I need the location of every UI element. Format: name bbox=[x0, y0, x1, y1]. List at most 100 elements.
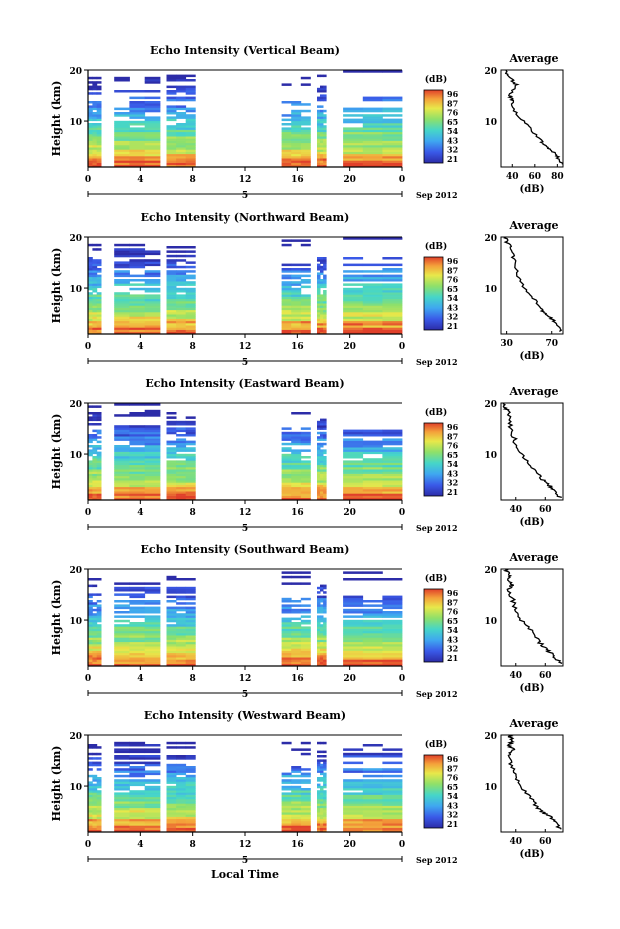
x-tick-label: 12 bbox=[239, 342, 252, 352]
heatmap-cell bbox=[323, 619, 327, 623]
heatmap-cell bbox=[323, 156, 327, 159]
heatmap-cell bbox=[166, 156, 177, 159]
heatmap-cell bbox=[96, 648, 102, 651]
heatmap-cell bbox=[291, 810, 302, 813]
heatmap-cell bbox=[144, 467, 161, 470]
heatmap-cell bbox=[88, 650, 93, 654]
heatmap-cell bbox=[176, 158, 187, 161]
heatmap-cell bbox=[317, 327, 321, 330]
heatmap-cell bbox=[166, 151, 177, 155]
heatmap-cell bbox=[96, 829, 102, 833]
heatmap-cell bbox=[176, 606, 187, 610]
heatmap-cell bbox=[114, 307, 130, 311]
heatmap-cell bbox=[92, 482, 98, 485]
heatmap-cell bbox=[114, 160, 130, 163]
heatmap-cell bbox=[114, 112, 130, 115]
heatmap-cell bbox=[114, 164, 130, 168]
heatmap-cell bbox=[300, 442, 311, 446]
heatmap-cell bbox=[176, 160, 187, 163]
heatmap-cell bbox=[88, 615, 93, 618]
heatmap-cell bbox=[185, 803, 196, 806]
heatmap-cell bbox=[114, 162, 130, 166]
heatmap-cell bbox=[176, 652, 187, 656]
heatmap-cell bbox=[300, 285, 311, 289]
heatmap-cell bbox=[317, 442, 321, 446]
heatmap-cell bbox=[382, 816, 403, 820]
heatmap-cell bbox=[317, 162, 321, 166]
heatmap-cell bbox=[382, 145, 403, 148]
heatmap-cell bbox=[176, 823, 187, 826]
heatmap-cell bbox=[144, 105, 161, 108]
heatmap-cell bbox=[129, 783, 146, 787]
heatmap-cell bbox=[317, 597, 321, 601]
heatmap-cell bbox=[300, 140, 311, 144]
heatmap-cell bbox=[185, 462, 196, 466]
heatmap-cell bbox=[129, 821, 146, 824]
heatmap-cell bbox=[317, 451, 321, 455]
heatmap-cell bbox=[323, 480, 327, 483]
heatmap-cell bbox=[382, 70, 403, 73]
heatmap-cell bbox=[185, 440, 196, 444]
heatmap-cell bbox=[323, 639, 327, 643]
heatmap-cell bbox=[300, 805, 311, 809]
heatmap-cell bbox=[92, 801, 98, 804]
heatmap-cell bbox=[382, 761, 403, 765]
heatmap-cell bbox=[129, 298, 146, 302]
heatmap-cell bbox=[281, 285, 292, 289]
heatmap-cell bbox=[176, 595, 187, 599]
heatmap-cell bbox=[343, 637, 364, 640]
heatmap-cell bbox=[281, 495, 292, 499]
heatmap-cell bbox=[382, 158, 403, 161]
heatmap-cell bbox=[300, 427, 311, 430]
heatmap-cell bbox=[114, 788, 130, 791]
heatmap-cell bbox=[166, 781, 177, 784]
heatmap-cell bbox=[300, 825, 311, 828]
heatmap-cell bbox=[88, 85, 93, 89]
heatmap-cell bbox=[362, 127, 383, 130]
heatmap-cell bbox=[88, 595, 93, 599]
heatmap-cell bbox=[144, 659, 161, 662]
heatmap-cell bbox=[88, 752, 93, 756]
heatmap-cell bbox=[166, 591, 177, 594]
heatmap-cell bbox=[185, 416, 196, 419]
heatmap-cell bbox=[281, 637, 292, 640]
heatmap-cell bbox=[362, 134, 383, 137]
heatmap-cell bbox=[323, 604, 327, 607]
heatmap-cell bbox=[362, 805, 383, 809]
heatmap-cell bbox=[88, 761, 93, 765]
heatmap-cell bbox=[92, 460, 98, 463]
heatmap-cell bbox=[343, 136, 364, 139]
heatmap-cell bbox=[317, 425, 321, 428]
heatmap-cell bbox=[343, 327, 364, 330]
heatmap-cell bbox=[362, 312, 383, 315]
heatmap-cell bbox=[185, 307, 196, 311]
heatmap-cell bbox=[291, 482, 302, 485]
heatmap-cell bbox=[129, 657, 146, 660]
heatmap-cell bbox=[176, 136, 187, 139]
heatmap-cell bbox=[323, 648, 327, 651]
heatmap-cell bbox=[129, 327, 146, 330]
heatmap-cell bbox=[317, 90, 321, 93]
heatmap-cell bbox=[114, 136, 130, 139]
heatmap-cell bbox=[176, 307, 187, 311]
heatmap-cell bbox=[129, 243, 146, 247]
heatmap-cell bbox=[291, 129, 302, 133]
heatmap-cell bbox=[323, 276, 327, 280]
heatmap-cell bbox=[317, 263, 321, 267]
heatmap-cell bbox=[320, 803, 324, 806]
heatmap-cell bbox=[343, 431, 364, 435]
heatmap-cell bbox=[92, 285, 98, 289]
heatmap-cell bbox=[281, 657, 292, 660]
heatmap-cell bbox=[176, 250, 187, 253]
heatmap-cell bbox=[88, 434, 93, 437]
heatmap-cell bbox=[88, 109, 93, 113]
heatmap-cell bbox=[382, 615, 403, 618]
heatmap-cell bbox=[317, 316, 321, 319]
heatmap-cell bbox=[320, 655, 324, 658]
heatmap-cell bbox=[92, 462, 98, 466]
heatmap-cell bbox=[300, 76, 311, 80]
heatmap-cell bbox=[343, 657, 364, 660]
heatmap-cell bbox=[291, 600, 302, 603]
heatmap-cell bbox=[382, 469, 403, 472]
heatmap-cell bbox=[300, 741, 311, 745]
